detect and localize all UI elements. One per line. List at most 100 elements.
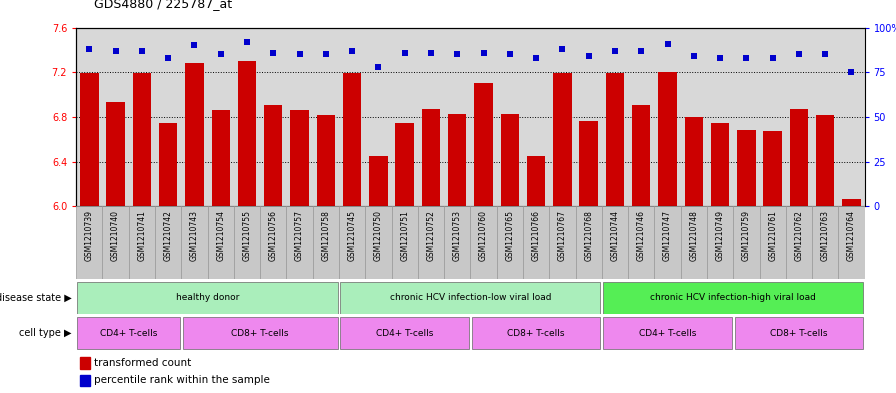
Text: GSM1210759: GSM1210759 [742, 210, 751, 261]
Bar [133, 73, 151, 206]
Text: GSM1210739: GSM1210739 [85, 210, 94, 261]
FancyBboxPatch shape [183, 317, 338, 349]
Bar [527, 156, 546, 206]
Text: GSM1210766: GSM1210766 [531, 210, 540, 261]
Text: GSM1210747: GSM1210747 [663, 210, 672, 261]
Bar [763, 131, 782, 206]
Bar [602, 206, 628, 279]
Text: GSM1210746: GSM1210746 [637, 210, 646, 261]
Text: CD8+ T-cells: CD8+ T-cells [231, 329, 289, 338]
Point [134, 48, 149, 54]
Bar [444, 206, 470, 279]
Bar [155, 206, 181, 279]
Point [634, 48, 649, 54]
Bar [260, 206, 287, 279]
Bar [264, 105, 282, 206]
Bar [470, 206, 496, 279]
Point [503, 51, 517, 57]
Point [108, 48, 123, 54]
Bar [290, 110, 309, 206]
Point [319, 51, 333, 57]
Bar [102, 206, 129, 279]
Text: GSM1210764: GSM1210764 [847, 210, 856, 261]
Text: percentile rank within the sample: percentile rank within the sample [93, 375, 270, 386]
Text: GSM1210758: GSM1210758 [322, 210, 331, 261]
Bar [159, 123, 177, 206]
Text: GSM1210754: GSM1210754 [216, 210, 225, 261]
Bar [707, 206, 733, 279]
Point [739, 55, 754, 61]
Text: GSM1210750: GSM1210750 [374, 210, 383, 261]
Bar [107, 103, 125, 206]
Bar [760, 206, 786, 279]
Bar [343, 73, 361, 206]
Bar [580, 121, 598, 206]
Bar [501, 114, 519, 206]
Bar [369, 156, 388, 206]
Bar [523, 206, 549, 279]
Text: cell type ▶: cell type ▶ [19, 328, 72, 338]
Bar [628, 206, 654, 279]
Bar [448, 114, 467, 206]
Bar [711, 123, 729, 206]
Bar [418, 206, 444, 279]
Text: GSM1210768: GSM1210768 [584, 210, 593, 261]
FancyBboxPatch shape [603, 317, 732, 349]
FancyBboxPatch shape [340, 317, 470, 349]
Bar [786, 206, 812, 279]
Bar [474, 83, 493, 206]
Bar [842, 198, 861, 206]
Bar [496, 206, 523, 279]
Point [345, 48, 359, 54]
Text: CD8+ T-cells: CD8+ T-cells [507, 329, 564, 338]
Text: GDS4880 / 225787_at: GDS4880 / 225787_at [94, 0, 232, 10]
Point [213, 51, 228, 57]
Bar [606, 73, 625, 206]
Bar [287, 206, 313, 279]
Bar [549, 206, 575, 279]
Text: GSM1210743: GSM1210743 [190, 210, 199, 261]
FancyBboxPatch shape [603, 282, 864, 314]
Bar [237, 61, 256, 206]
Text: GSM1210761: GSM1210761 [768, 210, 777, 261]
FancyBboxPatch shape [735, 317, 864, 349]
Bar [685, 117, 703, 206]
Point [240, 39, 254, 45]
Text: GSM1210741: GSM1210741 [137, 210, 146, 261]
Text: GSM1210767: GSM1210767 [558, 210, 567, 261]
Text: CD8+ T-cells: CD8+ T-cells [771, 329, 828, 338]
Point [424, 50, 438, 56]
Point [792, 51, 806, 57]
Text: GSM1210744: GSM1210744 [610, 210, 619, 261]
Point [556, 46, 570, 52]
Point [607, 48, 622, 54]
Bar [839, 206, 865, 279]
Text: GSM1210765: GSM1210765 [505, 210, 514, 261]
FancyBboxPatch shape [77, 317, 180, 349]
Bar [392, 206, 418, 279]
Point [292, 51, 306, 57]
Point [477, 50, 491, 56]
Text: healthy donor: healthy donor [176, 293, 239, 302]
Text: transformed count: transformed count [93, 358, 191, 368]
Point [686, 53, 701, 59]
Text: GSM1210762: GSM1210762 [795, 210, 804, 261]
Text: GSM1210755: GSM1210755 [243, 210, 252, 261]
Bar [211, 110, 230, 206]
Text: GSM1210745: GSM1210745 [348, 210, 357, 261]
Point [82, 46, 97, 52]
Text: GSM1210751: GSM1210751 [401, 210, 409, 261]
Bar [129, 206, 155, 279]
Text: chronic HCV infection-high viral load: chronic HCV infection-high viral load [650, 293, 816, 302]
Point [765, 55, 780, 61]
Bar [733, 206, 760, 279]
Bar [681, 206, 707, 279]
Text: GSM1210757: GSM1210757 [295, 210, 304, 261]
Text: GSM1210742: GSM1210742 [164, 210, 173, 261]
Text: GSM1210763: GSM1210763 [821, 210, 830, 261]
Point [818, 51, 832, 57]
FancyBboxPatch shape [471, 317, 600, 349]
Point [713, 55, 728, 61]
Bar [632, 105, 650, 206]
Point [582, 53, 596, 59]
